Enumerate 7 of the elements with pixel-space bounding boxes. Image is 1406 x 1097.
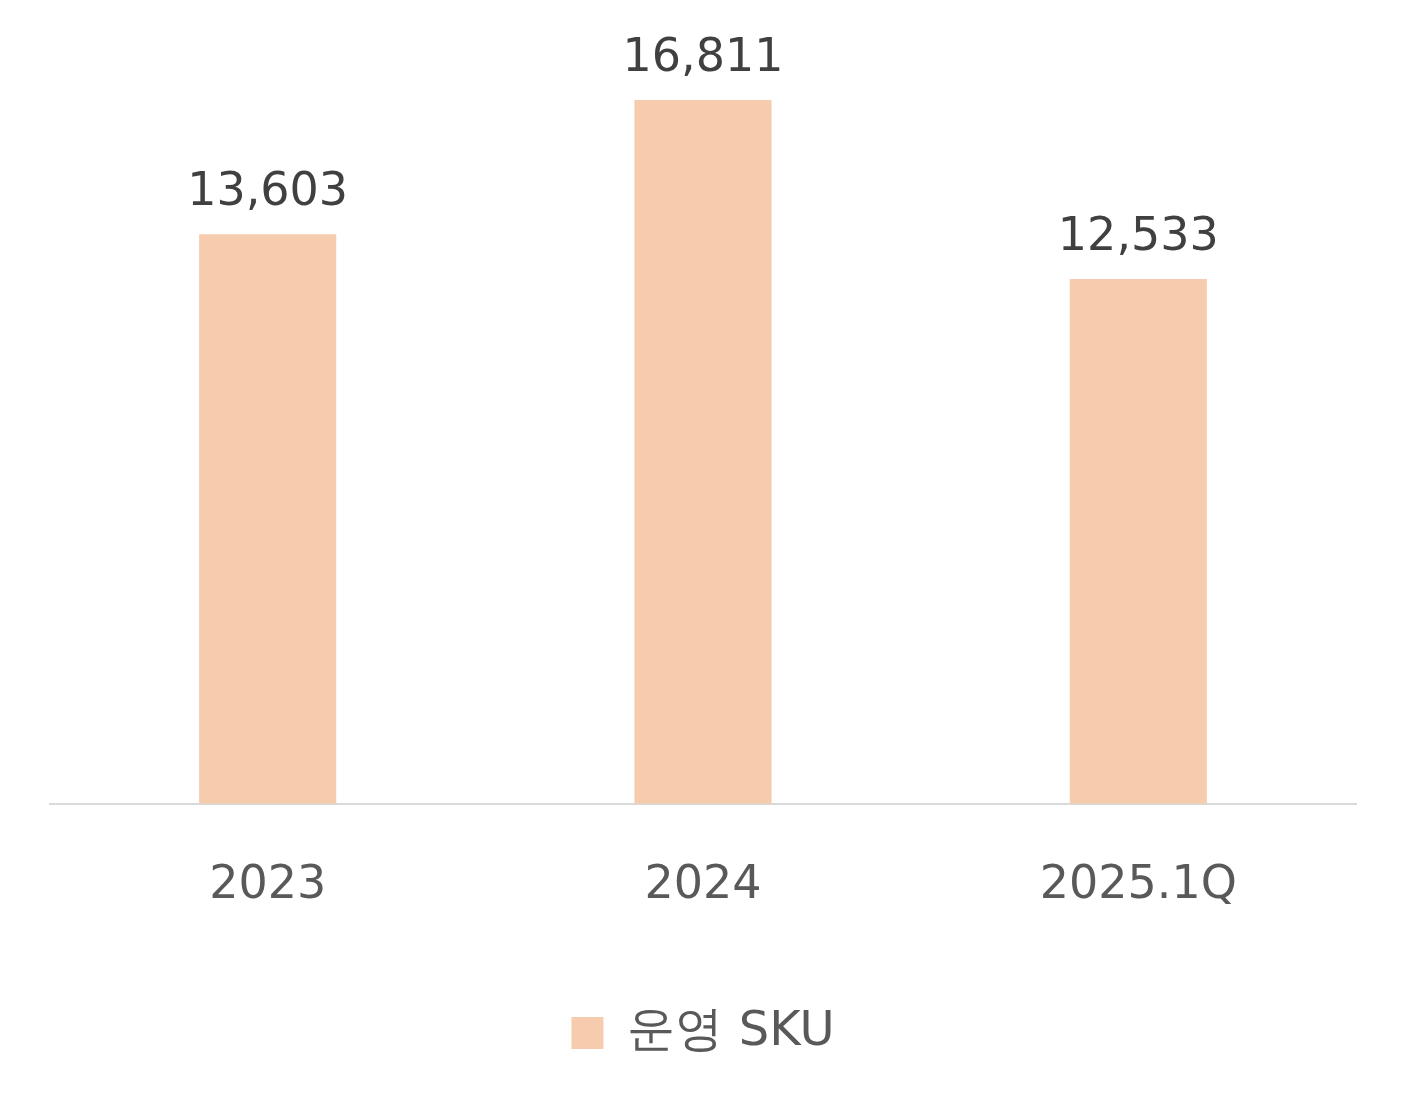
data-label: 13,603 [187,162,349,217]
data-label: 12,533 [1057,207,1219,262]
legend-label: 운영 SKU [627,1000,835,1057]
x-tick-label: 2024 [644,855,762,910]
data-label: 16,811 [622,27,784,82]
x-tick-label: 2023 [209,855,327,910]
x-tick-label: 2025.1Q [1039,855,1237,910]
